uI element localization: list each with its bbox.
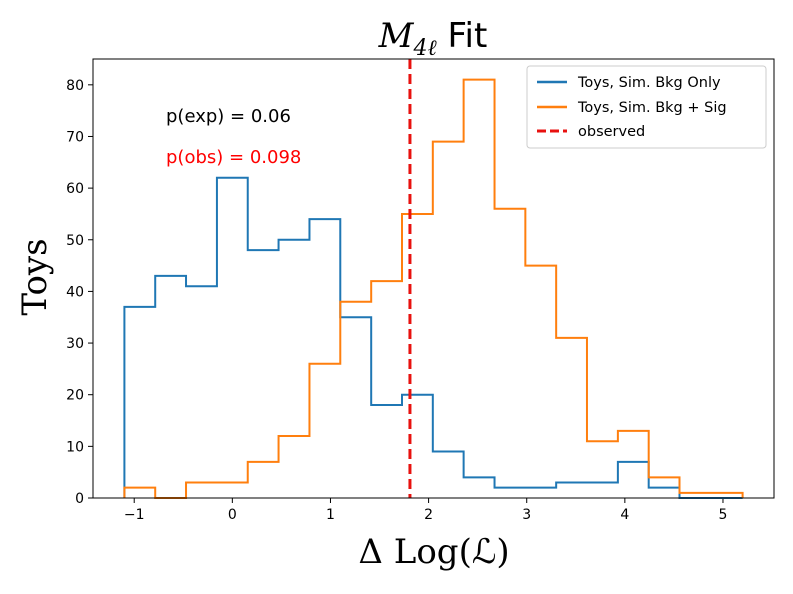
y-tick-label: 70 <box>66 129 84 145</box>
y-tick-label: 80 <box>66 78 84 94</box>
chart-title-subscript: 4ℓ <box>412 36 437 61</box>
x-tick-label: −1 <box>124 507 145 523</box>
y-tick-label: 60 <box>66 181 84 197</box>
x-tick-label: 4 <box>620 507 629 523</box>
legend-box <box>526 65 767 149</box>
y-axis-label: Toys <box>15 238 55 315</box>
histogram-bkg-only <box>123 176 743 499</box>
x-tick-label: 3 <box>522 507 531 523</box>
x-axis-label: Δ Log(ℒ) <box>358 532 509 572</box>
legend: Toys, Sim. Bkg Only Toys, Sim. Bkg + Sig… <box>526 65 767 149</box>
y-tick-label: 10 <box>66 439 84 455</box>
y-tick-label: 0 <box>75 491 84 507</box>
chart-title-symbol: M <box>378 16 415 56</box>
y-tick-label: 30 <box>66 336 84 352</box>
legend-label-bkg-only: Toys, Sim. Bkg Only <box>577 75 721 91</box>
x-tick-label: 1 <box>326 507 335 523</box>
x-tick-label: 0 <box>228 507 237 523</box>
histogram-series <box>123 78 744 499</box>
legend-label-bkg-sig: Toys, Sim. Bkg + Sig <box>577 100 727 116</box>
y-tick-label: 20 <box>66 388 84 404</box>
x-tick-label: 5 <box>719 507 728 523</box>
y-tick-label: 50 <box>66 233 84 249</box>
annotation-p-exp: p(exp) = 0.06 <box>166 106 291 127</box>
x-tick-label: 2 <box>424 507 433 523</box>
y-tick-label: 40 <box>66 284 84 300</box>
legend-label-observed: observed <box>578 124 645 140</box>
annotation-p-obs: p(obs) = 0.098 <box>166 147 301 168</box>
chart-title-rest: Fit <box>437 16 488 56</box>
plot-frame <box>92 58 775 499</box>
histogram-bkg-sig <box>123 78 744 499</box>
x-axis-ticks: −1 0 1 2 3 4 5 <box>124 498 728 523</box>
chart-title: M4ℓ Fit <box>378 16 488 61</box>
y-axis-ticks: 0 10 20 30 40 50 60 70 80 <box>66 78 93 507</box>
